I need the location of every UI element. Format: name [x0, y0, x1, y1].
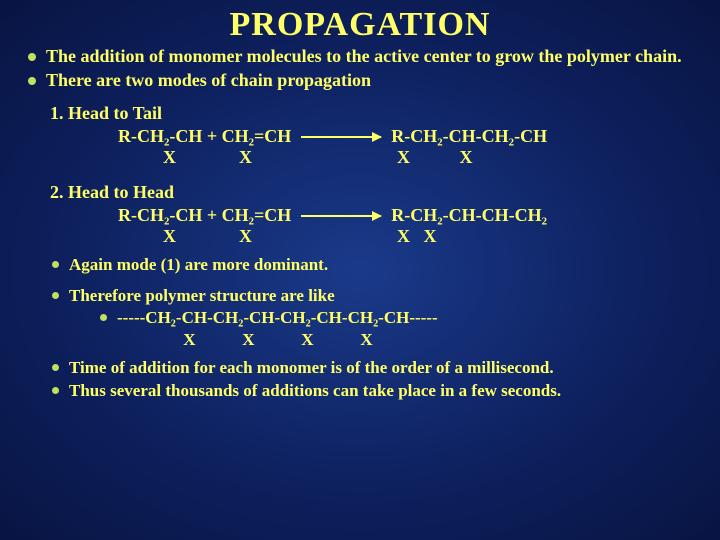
chem-right: R-CH₂-CH-CH-CH₂: [391, 205, 547, 226]
bullet-item-time: Time of addition for each monomer is of …: [52, 358, 692, 378]
chem-left-sub: X X: [118, 147, 252, 168]
bullet-icon: [52, 261, 59, 268]
bullet-text: There are two modes of chain propagation: [46, 70, 371, 92]
bullet-text: Thus several thousands of additions can …: [69, 381, 561, 401]
bullet-text: Therefore polymer structure are like: [69, 286, 335, 306]
bullet-item-polymer: -----CH₂-CH-CH₂-CH-CH₂-CH-CH₂-CH-----: [100, 308, 692, 328]
arrow-icon: [301, 215, 381, 217]
bullet-icon: [28, 53, 36, 61]
chem-sub-1: X X X X: [118, 147, 692, 168]
bullet-text: The addition of monomer molecules to the…: [46, 46, 682, 68]
chem-left-sub: X X: [118, 226, 252, 247]
bullet-text: Again mode (1) are more dominant.: [69, 255, 328, 275]
bullet-icon: [100, 314, 107, 321]
chem-left: R-CH₂-CH + CH₂=CH: [118, 205, 291, 226]
bullet-text: Time of addition for each monomer is of …: [69, 358, 554, 378]
section-heading-2: 2. Head to Head: [50, 182, 692, 203]
content-area: The addition of monomer molecules to the…: [0, 46, 720, 401]
chem-equation-2: R-CH₂-CH + CH₂=CH R-CH₂-CH-CH-CH₂: [118, 205, 692, 226]
bullet-icon: [52, 387, 59, 394]
bullet-icon: [52, 292, 59, 299]
bullet-item: There are two modes of chain propagation: [28, 70, 692, 92]
chem-left: R-CH₂-CH + CH₂=CH: [118, 126, 291, 147]
bullet-item-therefore: Therefore polymer structure are like: [52, 286, 692, 306]
page-title: PROPAGATION: [0, 0, 720, 46]
chem-sub-2: X X X X: [118, 226, 692, 247]
polymer-chain: -----CH₂-CH-CH₂-CH-CH₂-CH-CH₂-CH-----: [117, 308, 438, 328]
section-heading-1: 1. Head to Tail: [50, 103, 692, 124]
chem-right: R-CH₂-CH-CH₂-CH: [391, 126, 547, 147]
bullet-item: The addition of monomer molecules to the…: [28, 46, 692, 68]
arrow-icon: [301, 136, 381, 138]
chem-right-sub: X X: [352, 226, 437, 247]
chem-right-sub: X X: [352, 147, 473, 168]
bullet-item-again: Again mode (1) are more dominant.: [52, 255, 692, 275]
bullet-item-thus: Thus several thousands of additions can …: [52, 381, 692, 401]
polymer-sub: X X X X: [128, 330, 373, 350]
chem-equation-1: R-CH₂-CH + CH₂=CH R-CH₂-CH-CH₂-CH: [118, 126, 692, 147]
bullet-icon: [28, 77, 36, 85]
bullet-icon: [52, 364, 59, 371]
